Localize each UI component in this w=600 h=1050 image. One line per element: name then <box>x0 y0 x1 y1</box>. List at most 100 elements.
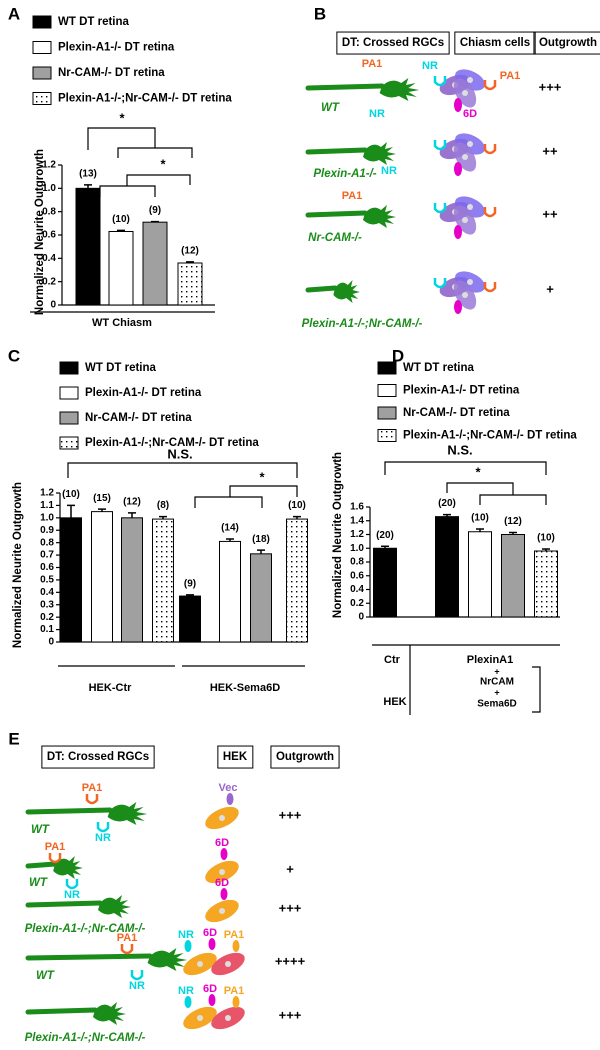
bar <box>250 553 272 643</box>
n-label: (10) <box>62 489 80 500</box>
y-tick-label: 0.2 <box>42 276 56 287</box>
significance-bracket <box>67 462 298 478</box>
y-axis-label: Normalized Neurite Outgrowth <box>12 482 24 648</box>
y-tick-label: 1.1 <box>40 500 54 511</box>
sema6d <box>454 300 462 314</box>
column-header: DT: Crossed RGCs <box>342 37 444 49</box>
y-tick-label: 0.8 <box>42 206 56 217</box>
bar <box>60 517 82 643</box>
y-tick-label: 0.2 <box>40 612 54 623</box>
y-tick-label: 0.5 <box>40 575 54 586</box>
panel-letter: A <box>8 4 20 23</box>
error-bar <box>443 513 451 517</box>
sema6d <box>454 162 462 176</box>
outgrowth: ++++ <box>275 953 306 968</box>
y-tick-label: 0.6 <box>42 230 56 241</box>
header-box <box>217 745 254 769</box>
growth-cone <box>53 856 83 879</box>
outgrowth: + <box>546 281 554 296</box>
error-bar <box>67 504 75 518</box>
n-label: (10) <box>471 513 489 524</box>
nucleus <box>197 1015 203 1021</box>
receptor-label: NR <box>95 832 111 844</box>
column-header: DT: Crossed RGCs <box>47 751 149 763</box>
growth-cone <box>147 948 188 971</box>
n-label: (9) <box>149 205 161 216</box>
legend-label: WT DT retina <box>85 362 157 374</box>
error-bar <box>226 538 234 542</box>
growth-cone <box>98 895 131 918</box>
category-label: WT Chiasm <box>92 317 152 329</box>
header-box <box>454 31 536 55</box>
annotation: * <box>160 156 166 171</box>
y-tick-label: 0.6 <box>40 562 54 573</box>
nucleus <box>467 141 473 147</box>
annotation: * <box>475 464 481 479</box>
legend-label: Plexin-A1-/- DT retina <box>58 42 175 54</box>
y-axis-label: Normalized Neurite Outgrowth <box>34 149 46 315</box>
n-label: (12) <box>123 497 141 508</box>
receptor-label: NR <box>129 980 145 992</box>
error-bar <box>542 548 550 551</box>
y-tick-label: 0.7 <box>40 550 54 561</box>
receptor <box>433 140 447 151</box>
growth-cone <box>379 78 420 101</box>
n-label: (14) <box>221 523 239 534</box>
genotype: Nr-CAM-/- <box>308 232 362 244</box>
genotype: WT <box>321 102 340 114</box>
bracket <box>532 666 541 713</box>
significance-bracket <box>479 494 547 505</box>
n-label: (20) <box>438 498 456 509</box>
growth-cone <box>363 142 396 165</box>
n-label: (13) <box>79 168 97 179</box>
axon <box>25 1007 98 1015</box>
nucleus <box>197 961 203 967</box>
growth-cone <box>93 1002 126 1025</box>
error-bar <box>381 545 389 549</box>
cotransfection: Sema6D <box>477 699 516 710</box>
axon <box>305 147 368 155</box>
significance-bracket <box>87 127 156 150</box>
legend-swatch <box>32 66 52 80</box>
group-label: HEK <box>383 696 406 708</box>
error-bar <box>509 531 517 535</box>
n-label: (10) <box>537 533 555 544</box>
error-bar <box>257 549 265 554</box>
receptor <box>48 853 62 864</box>
error-bar <box>98 508 106 512</box>
outgrowth: +++ <box>279 900 302 915</box>
bar <box>435 516 459 618</box>
nucleus <box>225 961 231 967</box>
bar <box>152 518 174 643</box>
legend-label: WT DT retina <box>58 16 130 28</box>
cotransfection: NrCAM <box>480 677 514 688</box>
outgrowth: + <box>286 861 294 876</box>
significance-bracket <box>229 485 298 497</box>
legend-swatch <box>377 406 397 420</box>
legend-swatch <box>59 386 79 400</box>
panel-letter: E <box>8 729 19 748</box>
header-box <box>533 31 600 55</box>
receptor <box>65 879 79 890</box>
bar <box>91 511 113 643</box>
legend-label: Plexin-A1-/- DT retina <box>403 385 520 397</box>
y-tick-label: 0.9 <box>40 525 54 536</box>
genotype: Plexin-A1-/- <box>313 168 376 180</box>
growth-cone <box>107 802 148 825</box>
axon <box>25 861 58 869</box>
header-box <box>41 745 155 769</box>
nucleus <box>219 815 225 821</box>
error-bar <box>151 220 159 223</box>
cotransfection: + <box>494 687 499 697</box>
legend-swatch <box>377 384 397 397</box>
growth-cone <box>333 280 360 303</box>
annotation: N.S. <box>167 446 192 461</box>
receptor <box>433 76 447 87</box>
legend-label: Plexin-A1-/-;Nr-CAM-/- DT retina <box>58 93 232 105</box>
bar <box>501 534 525 618</box>
n-label: (12) <box>504 516 522 527</box>
panel-letter: C <box>8 346 20 365</box>
y-tick-label: 1.0 <box>350 543 364 554</box>
legend-swatch <box>32 15 52 29</box>
error-bar <box>186 594 194 597</box>
